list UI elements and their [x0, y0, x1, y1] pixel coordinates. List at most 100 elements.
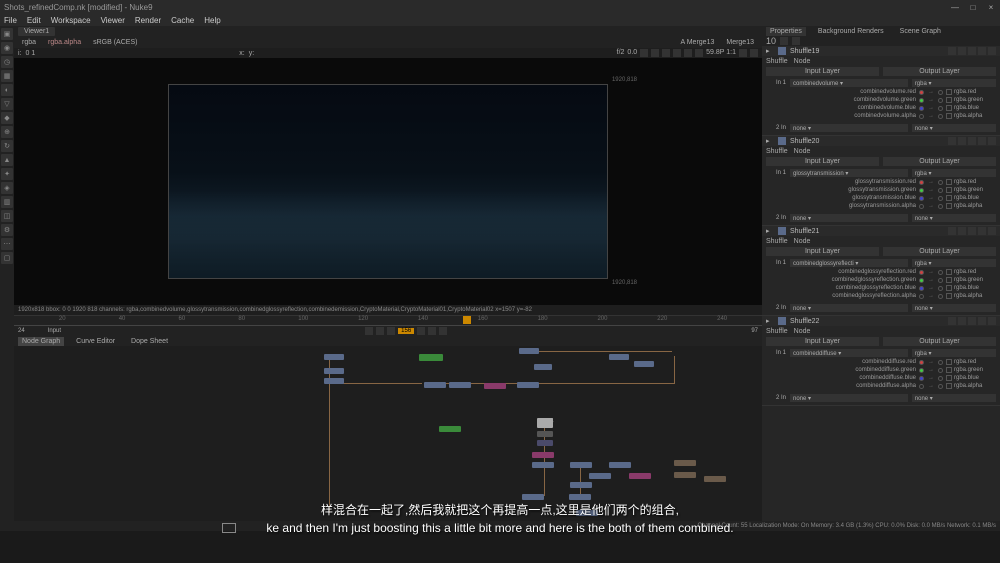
expand-icon[interactable]: ▸: [766, 317, 774, 325]
node-close-icon[interactable]: [988, 47, 996, 55]
channel-dot-icon[interactable]: [919, 360, 924, 365]
node-undo-icon[interactable]: [968, 47, 976, 55]
graph-node[interactable]: [424, 382, 446, 388]
node-graph[interactable]: Read1: [14, 346, 762, 521]
channel-dot-out-icon[interactable]: [938, 278, 943, 283]
channel-dot-icon[interactable]: [919, 204, 924, 209]
graph-node[interactable]: [324, 378, 344, 384]
graph-node[interactable]: [519, 348, 539, 354]
graph-node[interactable]: [537, 431, 553, 437]
channel-alpha[interactable]: rgba.alpha: [44, 38, 85, 47]
input-layer-dropdown[interactable]: combinedvolume ▾: [790, 79, 908, 87]
graph-node[interactable]: [570, 482, 592, 488]
tab-curve-editor[interactable]: Curve Editor: [72, 337, 119, 346]
graph-node[interactable]: [570, 462, 592, 468]
input2-dropdown[interactable]: none ▾: [790, 214, 908, 222]
timeline[interactable]: 20406080100120140160180200220240 24 Inpu…: [14, 316, 762, 336]
channel-checkbox[interactable]: [946, 105, 952, 111]
channel-dot-icon[interactable]: [919, 384, 924, 389]
viewer-ctrl-icon[interactable]: [684, 49, 692, 57]
output2-dropdown[interactable]: none ▾: [912, 304, 996, 312]
viewer-zoom[interactable]: 59.8P 1:1: [706, 49, 736, 57]
viewer-ctrl-icon[interactable]: [651, 49, 659, 57]
graph-node[interactable]: [532, 462, 554, 468]
graph-node[interactable]: [629, 473, 651, 479]
menu-cache[interactable]: Cache: [171, 16, 194, 25]
graph-node[interactable]: [324, 354, 344, 360]
input2-dropdown[interactable]: none ▾: [790, 394, 908, 402]
input-layer-dropdown[interactable]: combineddiffuse ▾: [790, 349, 908, 357]
channel-dot-out-icon[interactable]: [938, 90, 943, 95]
viewer-node-a[interactable]: A Merge13: [677, 38, 719, 47]
node-help-icon[interactable]: [948, 317, 956, 325]
node-undo-icon[interactable]: [968, 227, 976, 235]
graph-node[interactable]: [484, 383, 506, 389]
viewer-ctrl-icon[interactable]: [739, 49, 747, 57]
channel-checkbox[interactable]: [946, 285, 952, 291]
channel-dot-out-icon[interactable]: [938, 98, 943, 103]
expand-icon[interactable]: ▸: [766, 47, 774, 55]
channel-checkbox[interactable]: [946, 187, 952, 193]
graph-node[interactable]: [517, 382, 539, 388]
channel-dot-out-icon[interactable]: [938, 188, 943, 193]
tool-furnace-icon[interactable]: ▢: [1, 252, 13, 264]
channel-dot-icon[interactable]: [919, 180, 924, 185]
channel-dot-icon[interactable]: [919, 114, 924, 119]
node-close-icon[interactable]: [988, 317, 996, 325]
channel-checkbox[interactable]: [946, 293, 952, 299]
timeline-in[interactable]: 24: [18, 328, 25, 334]
viewer-ctrl-icon[interactable]: [750, 49, 758, 57]
input-layer-dropdown[interactable]: combinedglossyreflecti ▾: [790, 259, 908, 267]
expand-icon[interactable]: ▸: [766, 227, 774, 235]
node-close-icon[interactable]: [988, 137, 996, 145]
input-layer-dropdown[interactable]: glossytransmission ▾: [790, 169, 908, 177]
playback-last-icon[interactable]: [439, 327, 447, 335]
node-revert-icon[interactable]: [958, 227, 966, 235]
tab-scene-graph[interactable]: Scene Graph: [896, 27, 945, 36]
graph-node[interactable]: [609, 462, 631, 468]
sub-tab-shuffle[interactable]: Shuffle: [766, 328, 788, 335]
close-button[interactable]: ×: [986, 2, 996, 12]
channel-dot-out-icon[interactable]: [938, 204, 943, 209]
tool-toolsets-icon[interactable]: ⚙: [1, 224, 13, 236]
tool-transform-icon[interactable]: ↻: [1, 140, 13, 152]
tool-time-icon[interactable]: ◷: [1, 56, 13, 68]
output2-dropdown[interactable]: none ▾: [912, 124, 996, 132]
playback-stop-icon[interactable]: [387, 327, 395, 335]
menu-help[interactable]: Help: [204, 16, 220, 25]
channel-dot-icon[interactable]: [919, 188, 924, 193]
tool-image-icon[interactable]: ▣: [1, 28, 13, 40]
tool-views-icon[interactable]: ▥: [1, 196, 13, 208]
channel-dot-icon[interactable]: [919, 106, 924, 111]
graph-node[interactable]: [704, 476, 726, 482]
channel-rgba[interactable]: rgba: [18, 38, 40, 47]
channel-dot-out-icon[interactable]: [938, 376, 943, 381]
sub-tab-node[interactable]: Node: [794, 58, 811, 65]
viewer-ctrl-icon[interactable]: [662, 49, 670, 57]
channel-checkbox[interactable]: [946, 113, 952, 119]
prop-lock-icon[interactable]: [780, 37, 788, 45]
sub-tab-shuffle[interactable]: Shuffle: [766, 238, 788, 245]
menu-file[interactable]: File: [4, 16, 17, 25]
tool-draw-icon[interactable]: ◉: [1, 42, 13, 54]
tool-metadata-icon[interactable]: ◫: [1, 210, 13, 222]
timeline-marker[interactable]: [463, 316, 471, 324]
graph-node[interactable]: [569, 494, 591, 500]
playback-play-icon[interactable]: [417, 327, 425, 335]
node-redo-icon[interactable]: [978, 227, 986, 235]
sub-tab-shuffle[interactable]: Shuffle: [766, 148, 788, 155]
channel-dot-out-icon[interactable]: [938, 360, 943, 365]
channel-dot-icon[interactable]: [919, 376, 924, 381]
tool-keyer-icon[interactable]: ◆: [1, 112, 13, 124]
tool-merge-icon[interactable]: ⊕: [1, 126, 13, 138]
graph-node[interactable]: [537, 440, 553, 446]
output-layer-dropdown[interactable]: rgba ▾: [912, 259, 996, 267]
viewer-ctrl-icon[interactable]: [695, 49, 703, 57]
current-frame[interactable]: 156: [398, 328, 414, 334]
output-layer-dropdown[interactable]: rgba ▾: [912, 349, 996, 357]
node-revert-icon[interactable]: [958, 317, 966, 325]
channel-checkbox[interactable]: [946, 375, 952, 381]
channel-dot-icon[interactable]: [919, 270, 924, 275]
graph-node[interactable]: [634, 361, 654, 367]
tab-dope-sheet[interactable]: Dope Sheet: [127, 337, 172, 346]
